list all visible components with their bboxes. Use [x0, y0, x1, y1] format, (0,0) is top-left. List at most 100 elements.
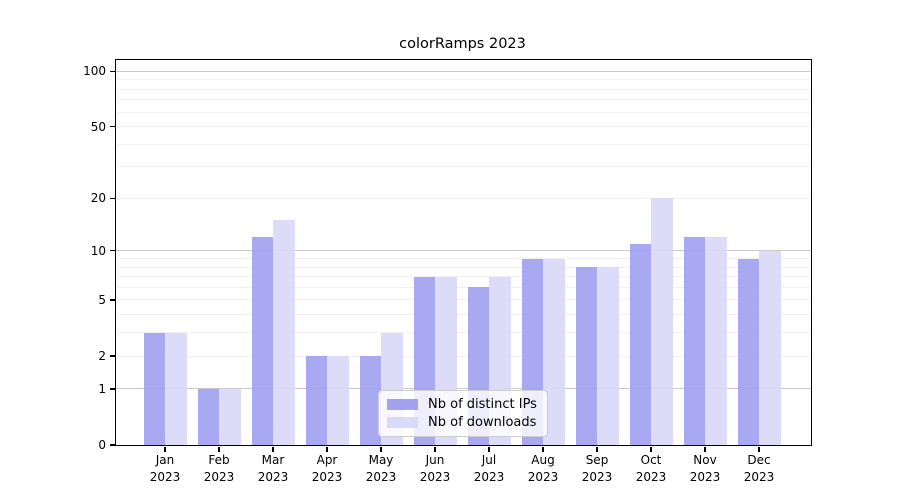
y-axis-tick	[109, 388, 115, 390]
bar-downloads	[219, 388, 241, 445]
x-tick-year: 2023	[365, 470, 397, 484]
x-tick-month: Aug	[531, 453, 555, 467]
x-tick-label: Jul 2023	[457, 452, 521, 486]
x-axis-tick	[326, 446, 328, 452]
bar-distinct-ips	[683, 237, 705, 445]
x-axis-tick	[218, 446, 220, 452]
bar-distinct-ips	[251, 237, 273, 445]
x-tick-year: 2023	[473, 470, 505, 484]
minor-gridline	[116, 299, 811, 301]
bar-distinct-ips	[629, 243, 651, 445]
minor-gridline	[116, 126, 811, 128]
bar-downloads	[165, 332, 187, 445]
bar-distinct-ips	[359, 356, 381, 445]
x-axis-tick	[758, 446, 760, 452]
y-tick-label: 10	[90, 243, 106, 258]
x-axis-tick	[542, 446, 544, 452]
major-gridline	[116, 70, 811, 72]
legend: Nb of distinct IPs Nb of downloads	[378, 390, 548, 437]
y-axis-tick	[109, 250, 115, 252]
x-axis-tick	[488, 446, 490, 452]
x-tick-month: Mar	[261, 453, 285, 467]
x-axis-tick	[704, 446, 706, 452]
x-axis-tick	[650, 446, 652, 452]
bar-downloads	[543, 258, 565, 445]
y-tick-label: 1	[98, 381, 106, 396]
x-tick-year: 2023	[635, 470, 667, 484]
x-tick-month: Jun	[425, 453, 445, 467]
x-tick-label: May 2023	[349, 452, 413, 486]
y-axis-tick	[109, 70, 115, 72]
y-tick-label: 2	[98, 349, 106, 363]
y-axis-tick	[109, 444, 115, 446]
x-tick-month: Sep	[585, 453, 609, 467]
y-tick-label: 5	[98, 292, 106, 307]
major-gridline	[116, 388, 811, 390]
minor-gridline	[116, 99, 811, 101]
x-tick-month: Jan	[155, 453, 175, 467]
x-axis-tick	[272, 446, 274, 452]
x-tick-label: Mar 2023	[241, 452, 305, 486]
bar-downloads	[651, 198, 673, 445]
x-tick-month: Dec	[747, 453, 771, 467]
x-tick-month: Oct	[640, 453, 662, 467]
chart-title: colorRamps 2023	[399, 36, 526, 52]
x-tick-year: 2023	[203, 470, 235, 484]
x-tick-year: 2023	[311, 470, 343, 484]
x-axis-tick	[380, 446, 382, 452]
x-tick-month: May	[368, 453, 394, 467]
bar-downloads	[597, 267, 619, 445]
minor-gridline	[116, 266, 811, 268]
minor-gridline	[116, 166, 811, 168]
x-tick-year: 2023	[743, 470, 775, 484]
y-tick-label: 0	[98, 438, 106, 452]
x-tick-month: Feb	[208, 453, 230, 467]
x-tick-label: Nov 2023	[673, 452, 737, 486]
bar-distinct-ips	[197, 388, 219, 445]
x-tick-month: Nov	[693, 453, 717, 467]
bar-downloads	[705, 237, 727, 445]
y-axis-tick	[109, 299, 115, 301]
legend-label: Nb of downloads	[428, 415, 537, 430]
x-tick-year: 2023	[581, 470, 613, 484]
bar-downloads	[327, 356, 349, 445]
y-tick-label: 20	[90, 191, 106, 206]
x-tick-year: 2023	[149, 470, 181, 484]
x-tick-label: Jun 2023	[403, 452, 467, 486]
x-tick-label: Dec 2023	[727, 452, 791, 486]
legend-swatch	[387, 417, 418, 428]
bar-distinct-ips	[305, 356, 327, 445]
minor-gridline	[116, 197, 811, 199]
bar-downloads	[273, 220, 295, 445]
legend-row: Nb of downloads	[387, 415, 537, 430]
x-tick-month: Apr	[316, 453, 338, 467]
x-axis-tick	[434, 446, 436, 452]
y-tick-label: 50	[90, 119, 106, 134]
x-tick-label: Aug 2023	[511, 452, 575, 486]
minor-gridline	[116, 286, 811, 288]
bar-distinct-ips	[575, 267, 597, 445]
plot-area: Nb of distinct IPs Nb of downloads 0 1 2 5 10…	[83, 59, 812, 484]
minor-gridline	[116, 79, 811, 81]
x-axis-tick	[596, 446, 598, 452]
y-axis-tick	[109, 125, 115, 128]
x-tick-year: 2023	[527, 470, 559, 484]
x-tick-year: 2023	[257, 470, 289, 484]
minor-gridline	[116, 257, 811, 259]
x-tick-label: Apr 2023	[295, 452, 359, 486]
major-gridline	[116, 250, 811, 252]
x-tick-label: Jan 2023	[133, 452, 197, 486]
legend-label: Nb of distinct IPs	[428, 397, 537, 412]
minor-gridline	[116, 332, 811, 334]
x-tick-label: Oct 2023	[619, 452, 683, 486]
legend-row: Nb of distinct IPs	[387, 397, 537, 412]
x-tick-year: 2023	[419, 470, 451, 484]
minor-gridline	[116, 111, 811, 113]
y-tick-label: 100	[83, 64, 106, 79]
y-axis-tick	[109, 197, 115, 200]
x-axis-tick	[164, 446, 166, 452]
bar-distinct-ips	[737, 258, 759, 445]
x-tick-label: Feb 2023	[187, 452, 251, 486]
x-tick-label: Sep 2023	[565, 452, 629, 486]
